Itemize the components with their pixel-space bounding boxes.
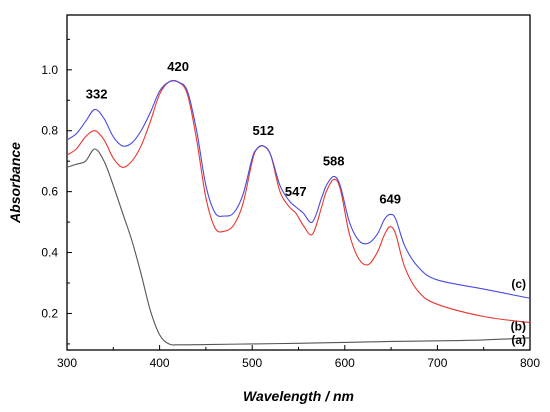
peak-label: 512 [252,123,274,138]
plot-frame [66,14,531,351]
series-line-0 [66,148,531,346]
series-line-2 [66,80,531,299]
plot-area [66,14,531,351]
peak-label: 649 [379,191,401,206]
peak-label: 588 [323,153,345,168]
curve-labels-group: (c) (b)(a) [511,277,526,347]
peak-label: 420 [167,59,189,74]
y-tick-label: 0.6 [41,185,58,199]
y-tick-label: 0.4 [41,246,58,260]
x-axis-title: Wavelength / nm [243,388,354,404]
x-tick-label: 500 [242,356,262,370]
x-tick-label: 600 [335,356,355,370]
peak-label: 332 [86,86,108,101]
y-tick-label: 1.0 [41,63,58,77]
y-tick-label: 0.2 [41,306,58,320]
x-tick-label: 700 [427,356,447,370]
x-tick-label: 800 [520,356,540,370]
y-axis-ticks: 0.2 0.4 0.6 0.8 1.0 [41,38,72,345]
y-tick-label: 0.8 [41,124,58,138]
curve-label: (c) [511,277,526,291]
curve-label: (b) [511,320,526,334]
x-axis-ticks: 300 400 500 600 700 800 [57,345,540,370]
peak-labels-group: 332 420 512 547 588 649 [86,59,401,206]
series-line-1 [66,79,531,324]
curve-label: (a) [511,333,526,347]
x-tick-label: 300 [57,356,77,370]
x-tick-label: 400 [150,356,170,370]
y-axis-title: Absorbance [7,142,23,224]
curves-group [66,79,531,346]
peak-label: 547 [285,184,307,199]
